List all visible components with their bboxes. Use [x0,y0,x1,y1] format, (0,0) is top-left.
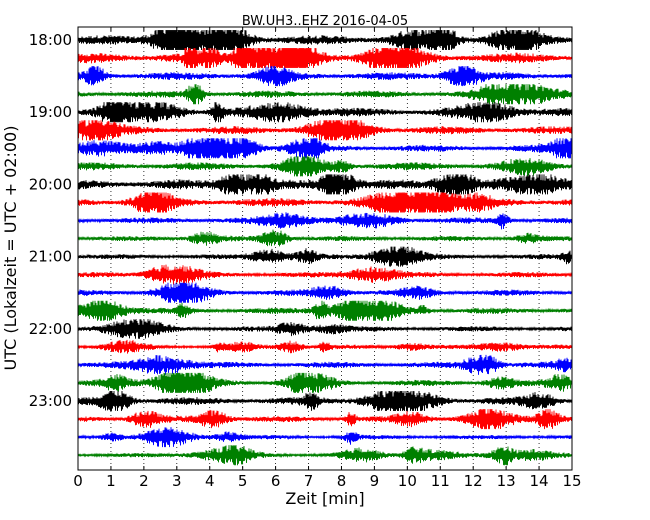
trace-2200 [77,318,573,339]
trace-2215 [77,339,573,354]
trace-1815 [77,47,573,69]
trace-1800 [77,29,573,51]
trace-1830 [77,66,573,87]
y-tick-label: 23:00 [29,392,72,410]
trace-1945 [77,156,573,177]
y-tick-label: 20:00 [29,175,72,193]
y-tick-label: 21:00 [29,248,72,266]
trace-2045 [77,229,573,247]
plot-frame [77,26,573,471]
trace-2115 [77,264,573,285]
x-tick-label: 11 [431,472,450,490]
seismic-traces [77,29,573,466]
x-tick-label: 10 [398,472,417,490]
trace-2000 [77,174,573,195]
y-tick-label: 18:00 [29,31,72,49]
trace-2030 [77,212,573,230]
trace-2015 [77,192,573,213]
x-tick-label: 1 [106,472,116,490]
y-tick-label: 19:00 [29,103,72,121]
trace-2300 [77,390,573,412]
x-axis-ticks: 0 1 2 3 4 5 6 7 8 9 10 11 12 13 14 15 [73,27,582,490]
y-tick-label: 22:00 [29,320,72,338]
trace-2330 [77,427,573,448]
trace-2145 [77,300,573,321]
x-tick-label: 5 [238,472,248,490]
trace-2230 [77,354,573,375]
x-tick-label: 3 [172,472,182,490]
x-tick-label: 15 [562,472,581,490]
y-axis-label: UTC (Lokalzeit = UTC + 02:00) [1,126,20,371]
trace-2345 [77,445,573,466]
x-tick-label: 7 [304,472,314,490]
x-tick-label: 8 [337,472,347,490]
x-tick-label: 4 [205,472,215,490]
x-tick-label: 0 [73,472,83,490]
x-tick-label: 6 [271,472,281,490]
trace-1900 [77,102,573,123]
chart-title: BW.UH3..EHZ 2016-04-05 [242,14,408,29]
x-tick-label: 2 [139,472,149,490]
x-tick-label: 13 [497,472,516,490]
y-axis-ticks: 18:00 19:00 20:00 21:00 22:00 23:00 [29,31,572,410]
trace-2245 [77,372,573,393]
trace-2315 [77,409,573,430]
x-axis-label: Zeit [min] [285,489,364,508]
trace-1915 [77,120,573,141]
trace-2130 [77,282,573,303]
x-tick-label: 9 [370,472,380,490]
trace-1845 [77,84,573,105]
trace-1930 [77,138,573,159]
x-tick-label: 14 [530,472,549,490]
trace-2100 [77,246,573,267]
x-tick-label: 12 [464,472,483,490]
